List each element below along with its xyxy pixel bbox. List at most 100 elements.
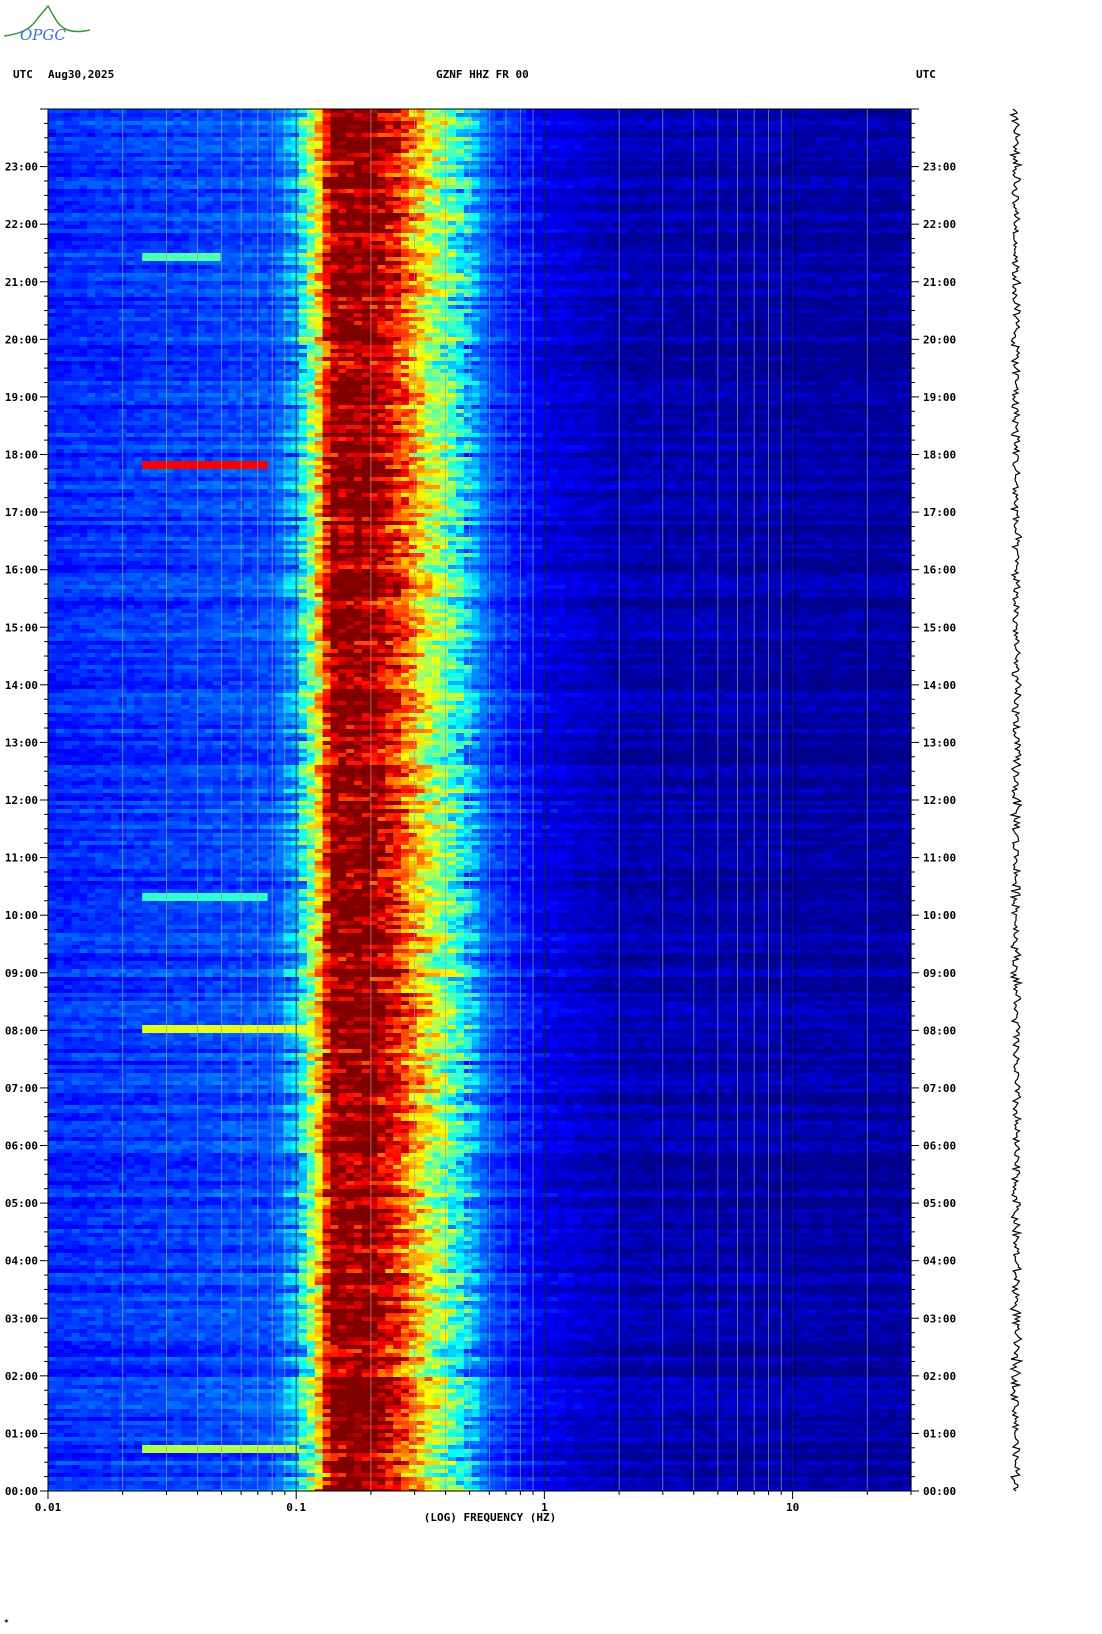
heatmap-cell [64, 585, 72, 589]
heatmap-cell [48, 701, 56, 705]
heatmap-cell [142, 1193, 150, 1197]
heatmap-cell [56, 841, 64, 845]
heatmap-cell [48, 1349, 56, 1353]
heatmap-cell [111, 901, 119, 905]
heatmap-cell [72, 253, 80, 257]
heatmap-cell [150, 1285, 158, 1289]
heatmap-cell [95, 1113, 103, 1117]
heatmap-cell [48, 593, 56, 597]
heatmap-cell [95, 733, 103, 737]
heatmap-cell [87, 725, 95, 729]
heatmap-cell [72, 425, 80, 429]
heatmap-cell [150, 181, 158, 185]
heatmap-cell [87, 1413, 95, 1417]
heatmap-cell [158, 161, 166, 165]
heatmap-cell [95, 1393, 103, 1397]
heatmap-cell [72, 521, 80, 525]
heatmap-cell [134, 429, 142, 433]
heatmap-cell [126, 133, 134, 137]
heatmap-cell [111, 121, 119, 125]
heatmap-cell [150, 945, 158, 949]
heatmap-cell [79, 777, 87, 781]
heatmap-cell [111, 1381, 119, 1385]
heatmap-cell [142, 1165, 150, 1169]
heatmap-cell [95, 757, 103, 761]
heatmap-cell [142, 1229, 150, 1233]
heatmap-cell [79, 1465, 87, 1469]
heatmap-cell [87, 313, 95, 317]
heatmap-cell [150, 1421, 158, 1425]
heatmap-cell [56, 1329, 64, 1333]
heatmap-cell [134, 1201, 142, 1205]
heatmap-cell [64, 597, 72, 601]
heatmap-cell [134, 937, 142, 941]
heatmap-cell [134, 1469, 142, 1473]
heatmap-cell [87, 1013, 95, 1017]
heatmap-cell [95, 849, 103, 853]
heatmap-cell [103, 1093, 111, 1097]
heatmap-cell [56, 1041, 64, 1045]
heatmap-cell [72, 1249, 80, 1253]
heatmap-cell [56, 245, 64, 249]
heatmap-cell [79, 1225, 87, 1229]
heatmap-cell [142, 1293, 150, 1297]
heatmap-cell [126, 1333, 134, 1337]
heatmap-cell [56, 473, 64, 477]
heatmap-cell [134, 833, 142, 837]
heatmap-cell [142, 121, 150, 125]
heatmap-cell [103, 1013, 111, 1017]
heatmap-cell [126, 949, 134, 953]
heatmap-cell [142, 397, 150, 401]
heatmap-cell [72, 565, 80, 569]
heatmap-cell [95, 1193, 103, 1197]
heatmap-cell [56, 865, 64, 869]
heatmap-cell [126, 441, 134, 445]
heatmap-cell [95, 361, 103, 365]
heatmap-cell [126, 281, 134, 285]
heatmap-cell [134, 625, 142, 629]
heatmap-cell [72, 1169, 80, 1173]
heatmap-cell [72, 525, 80, 529]
heatmap-cell [48, 557, 56, 561]
heatmap-cell [150, 1273, 158, 1277]
heatmap-cell [150, 145, 158, 149]
heatmap-cell [158, 469, 166, 473]
heatmap-cell [79, 257, 87, 261]
heatmap-cell [72, 917, 80, 921]
heatmap-cell [64, 1057, 72, 1061]
heatmap-cell [126, 941, 134, 945]
heatmap-cell [79, 717, 87, 721]
heatmap-cell [126, 469, 134, 473]
heatmap-cell [95, 1273, 103, 1277]
heatmap-cell [142, 1237, 150, 1241]
heatmap-cell [158, 233, 166, 237]
heatmap-cell [111, 321, 119, 325]
heatmap-cell [134, 1293, 142, 1297]
heatmap-cell [79, 909, 87, 913]
heatmap-cell [72, 1205, 80, 1209]
heatmap-cell [142, 273, 150, 277]
heatmap-cell [103, 1089, 111, 1093]
heatmap-cell [103, 657, 111, 661]
heatmap-cell [95, 401, 103, 405]
heatmap-cell [56, 813, 64, 817]
heatmap-cell [142, 1473, 150, 1477]
heatmap-cell [56, 1113, 64, 1117]
heatmap-cell [111, 1445, 119, 1449]
heatmap-cell [56, 1069, 64, 1073]
heatmap-cell [158, 357, 166, 361]
heatmap-cell [158, 149, 166, 153]
heatmap-cell [56, 453, 64, 457]
heatmap-cell [134, 1173, 142, 1177]
heatmap-cell [87, 329, 95, 333]
heatmap-cell [126, 285, 134, 289]
heatmap-cell [126, 177, 134, 181]
heatmap-cell [134, 137, 142, 141]
heatmap-cell [150, 281, 158, 285]
heatmap-cell [150, 725, 158, 729]
heatmap-cell [95, 493, 103, 497]
heatmap-cell [56, 149, 64, 153]
heatmap-cell [111, 1369, 119, 1373]
heatmap-cell [64, 909, 72, 913]
heatmap-cell [56, 185, 64, 189]
